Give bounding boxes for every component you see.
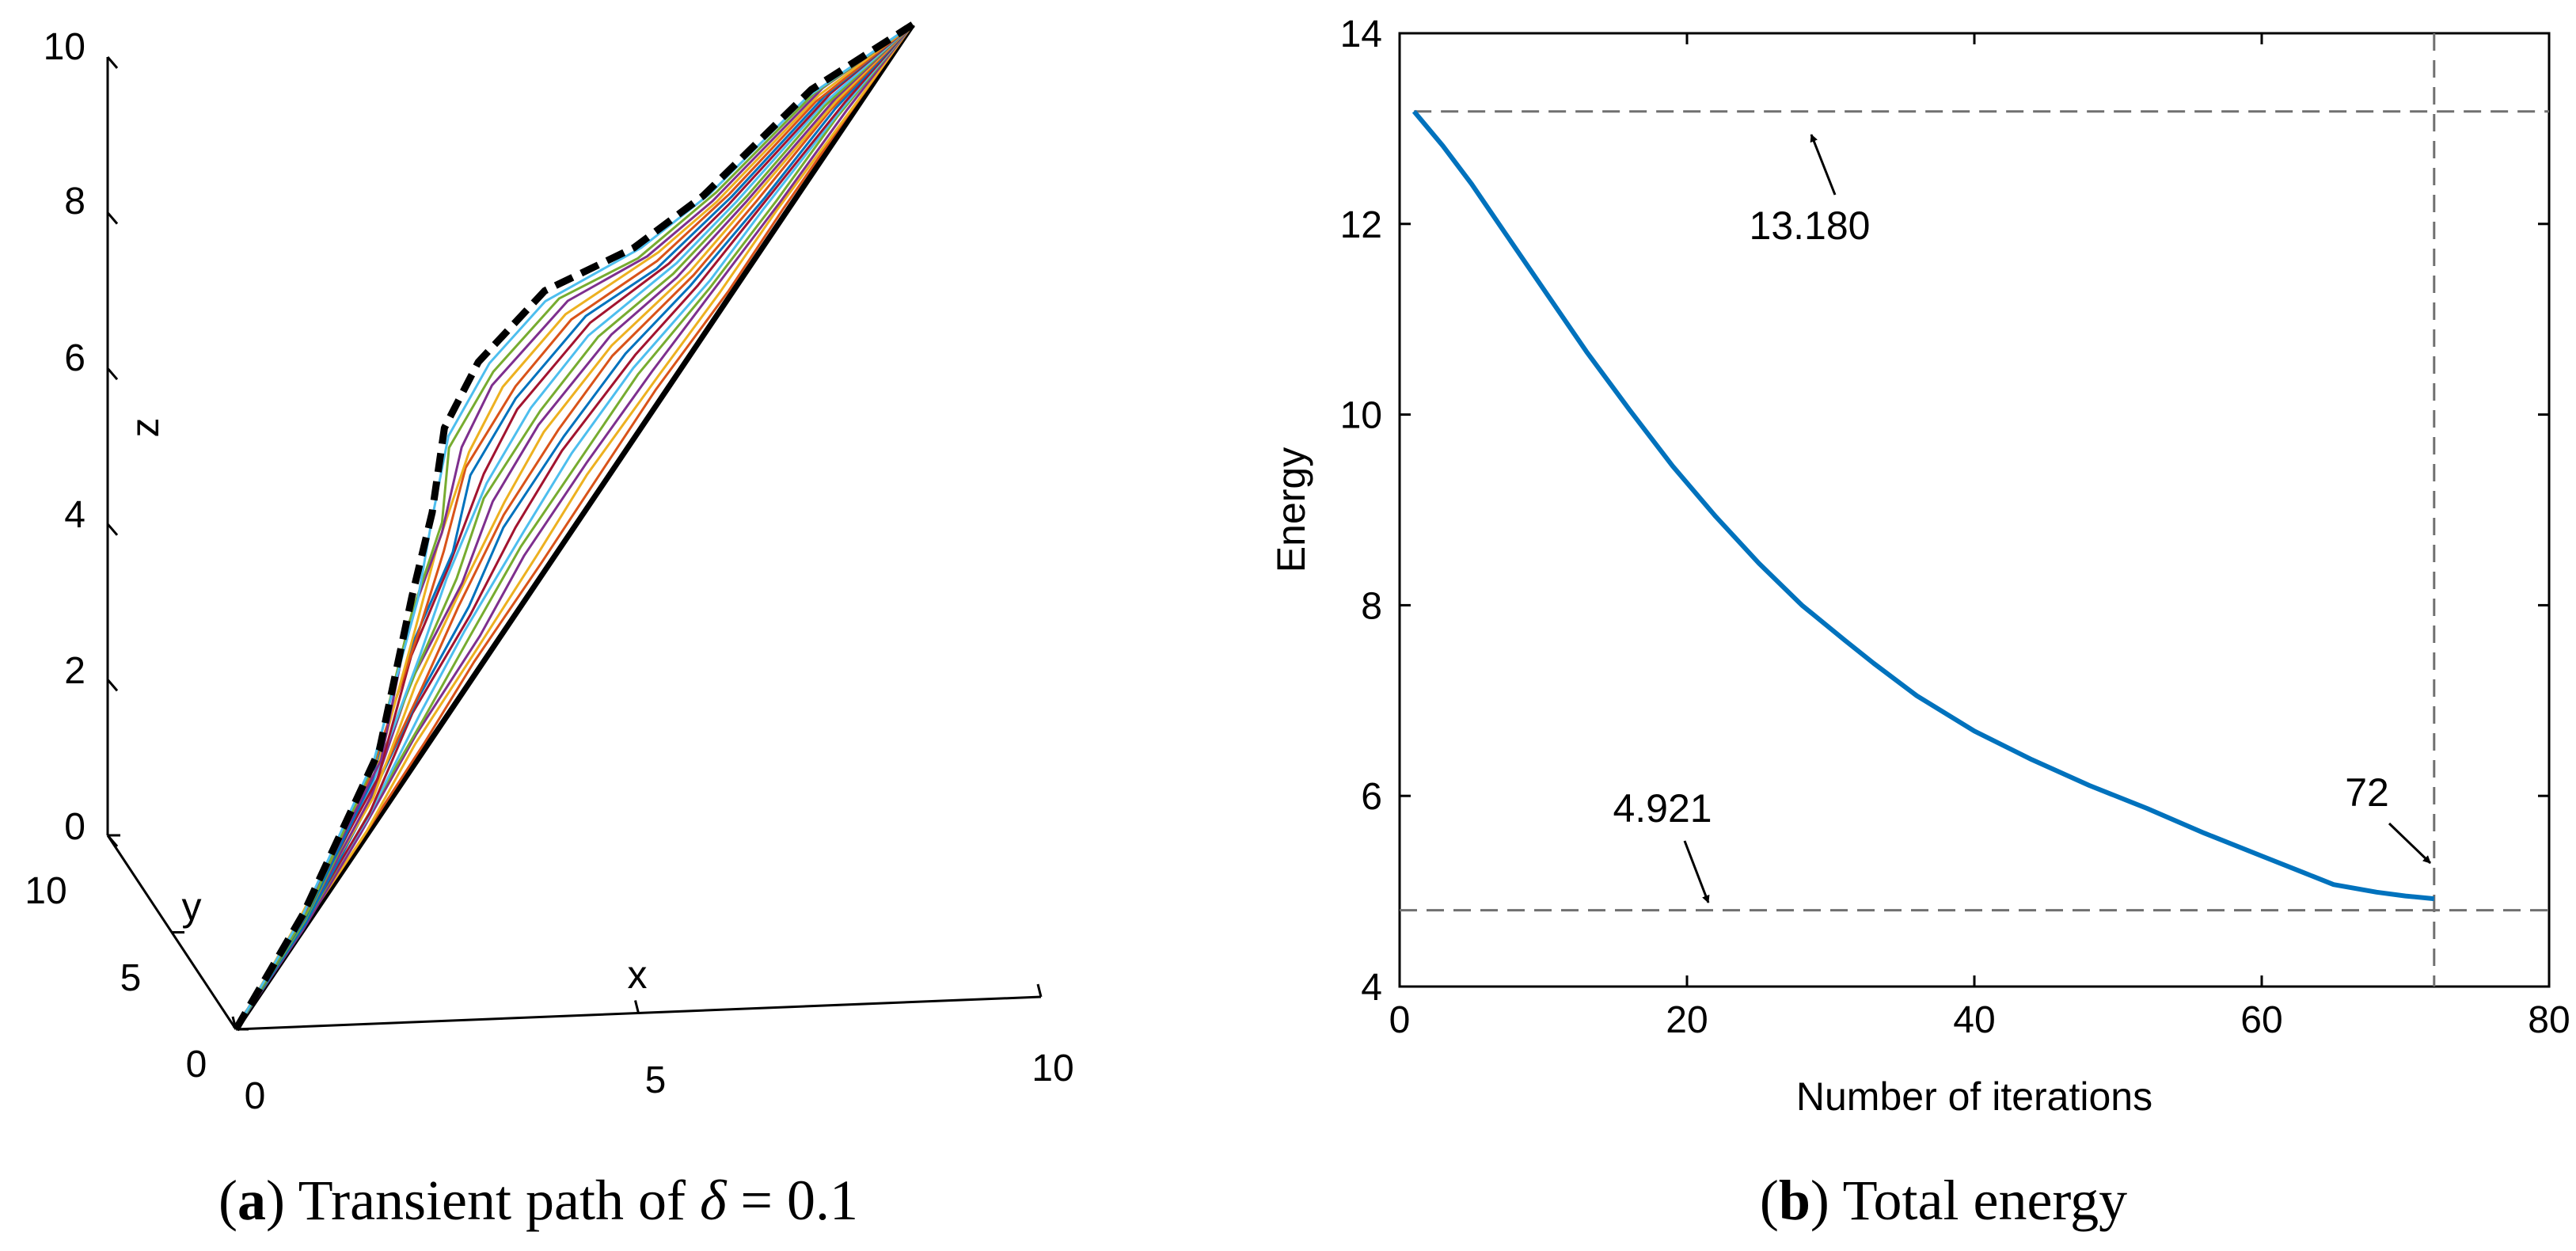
y-axis-label: y <box>182 884 202 929</box>
y-tick-label: 12 <box>1340 204 1382 246</box>
y-tick-label: 4 <box>1361 967 1382 1009</box>
x-tick-label: 20 <box>1666 999 1708 1041</box>
reference-lines <box>1400 33 2549 987</box>
x-tick-label: 60 <box>2240 999 2282 1041</box>
z-tick-label: 6 <box>64 337 85 379</box>
transient-path <box>234 23 914 1030</box>
panel-a-3d-paths: 0 2 4 6 8 10 0 5 10 0 5 10 z y x <box>25 21 1074 1117</box>
annotation-arrow <box>2388 822 2432 865</box>
transient-paths <box>233 21 915 1032</box>
z-tick-mark <box>106 367 119 381</box>
y-tick-label: 14 <box>1340 13 1382 55</box>
z-tick-mark <box>106 835 119 847</box>
annotation-iterations: 72 <box>2345 770 2389 815</box>
y-tick-label: 0 <box>186 1044 207 1086</box>
x-tick-label: 0 <box>245 1075 266 1117</box>
panel-b-ticks: 0 20 40 60 80 4 6 8 10 12 14 <box>1340 13 2570 1041</box>
initial-straight-path <box>234 23 915 1031</box>
y-axis-label: Energy <box>1269 447 1313 572</box>
transient-path <box>234 24 914 1030</box>
x-tick-mark <box>634 1000 640 1013</box>
z-tick-mark <box>106 56 119 69</box>
x-tick-label: 5 <box>645 1059 667 1101</box>
transient-path <box>234 23 914 1030</box>
z-tick-label: 0 <box>64 806 85 848</box>
transient-path <box>234 24 914 1030</box>
z-axis-label: z <box>123 418 167 438</box>
panel-a-ticks <box>106 56 1043 1031</box>
transient-path <box>234 23 914 1030</box>
z-tick-mark <box>106 211 119 225</box>
annotation-min-energy: 4.921 <box>1613 786 1712 831</box>
annotation-arrow <box>1683 840 1710 903</box>
panel-b-energy: 0 20 40 60 80 4 6 8 10 12 14 Energy Number of iter… <box>1269 13 2570 1119</box>
x-axis-label: x <box>628 953 648 997</box>
x-tick-label: 80 <box>2528 999 2570 1041</box>
transient-path <box>234 24 914 1030</box>
annotation-max-energy: 13.180 <box>1750 203 1871 248</box>
energy-series-line <box>1411 109 2435 902</box>
z-tick-label: 8 <box>64 181 85 222</box>
y-tick-label: 10 <box>25 870 66 912</box>
transient-path <box>234 23 914 1030</box>
y-tick-label: 10 <box>1340 395 1382 437</box>
caption-a: (a) Transient path of δ = 0.1 <box>218 1169 858 1232</box>
x-tick-label: 0 <box>1389 999 1411 1041</box>
z-tick-label: 10 <box>44 26 85 68</box>
x-tick-label: 40 <box>1953 999 1995 1041</box>
annotation-arrow <box>1810 134 1837 196</box>
plot-area-frame <box>1398 32 2551 988</box>
x-axis-label: Number of iterations <box>1796 1074 2152 1119</box>
transient-path <box>234 23 914 1030</box>
x-tick-label: 10 <box>1032 1048 1073 1089</box>
y-tick-label: 8 <box>1361 585 1382 627</box>
caption-b: (b) Total energy <box>1760 1169 2127 1232</box>
z-tick-mark <box>106 679 119 692</box>
z-tick-label: 2 <box>64 650 85 692</box>
x-tick-mark <box>1036 983 1043 998</box>
y-tick-label: 6 <box>1361 776 1382 818</box>
y-tick-label: 5 <box>120 957 142 999</box>
z-tick-mark <box>106 523 119 536</box>
z-tick-label: 4 <box>64 494 85 536</box>
